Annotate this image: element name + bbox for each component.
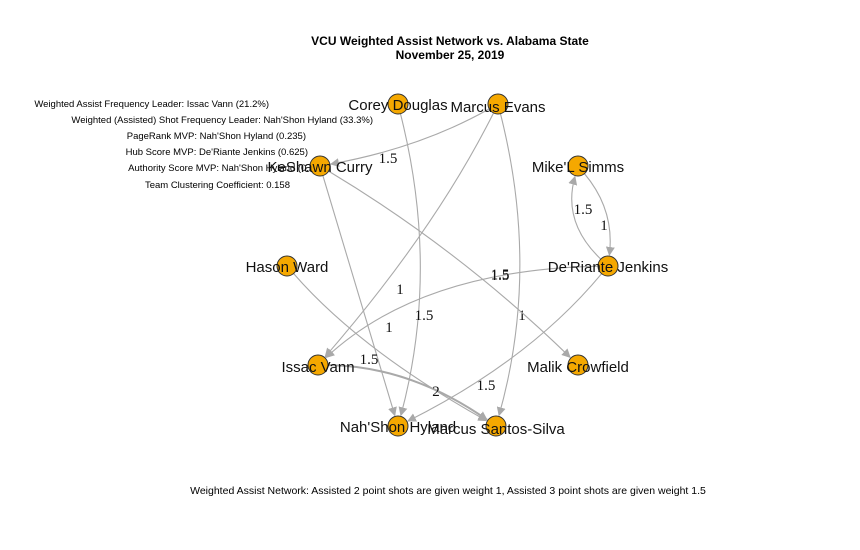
node-label-nahshon: Nah'Shon Hyland bbox=[340, 419, 456, 436]
edge-weight-label-corey-to-nahshon: 1.5 bbox=[415, 308, 434, 324]
stat-clustering-coefficient: Team Clustering Coefficient: 0.158 bbox=[145, 180, 290, 191]
node-label-corey: Corey Douglas bbox=[348, 97, 447, 114]
node-marcus_e[interactable] bbox=[487, 93, 509, 115]
node-malik[interactable] bbox=[567, 354, 589, 376]
node-label-issac: Issac Vann bbox=[281, 359, 354, 376]
edge-deriante-to-nahshon bbox=[407, 273, 603, 422]
edge-weight-label-marcus_e-to-marcus_ss: 1 bbox=[518, 308, 526, 324]
edge-weight-label-marcus_e-to-issac: 1 bbox=[396, 282, 404, 298]
edge-keshawn-to-malik bbox=[328, 170, 571, 358]
node-corey[interactable] bbox=[387, 93, 409, 115]
node-issac[interactable] bbox=[307, 354, 329, 376]
edge-weight-label-deriante-to-nahshon: 1.5 bbox=[477, 378, 496, 394]
edge-weight-label-deriante-to-issac: 1.5 bbox=[491, 267, 510, 283]
node-label-marcus_ss: Marcus Santos-Silva bbox=[427, 421, 565, 438]
weighting-caption: Weighted Assist Network: Assisted 2 poin… bbox=[190, 485, 706, 497]
nodes-layer: Corey Douglas Marcus Evans KeShawn Curry Mi… bbox=[246, 93, 668, 438]
node-label-hason: Hason Ward bbox=[246, 259, 329, 276]
node-marcus_ss[interactable] bbox=[485, 415, 507, 437]
node-nahshon[interactable] bbox=[387, 415, 409, 437]
stat-hub-score-mvp: Hub Score MVP: De'Riante Jenkins (0.625) bbox=[126, 147, 308, 158]
stats-panel: Weighted Assist Frequency Leader: Issac … bbox=[34, 99, 373, 191]
edge-hason-to-marcus_ss bbox=[293, 273, 488, 422]
edge-weight-label-hason-to-marcus_ss: 1.5 bbox=[360, 352, 379, 368]
node-mike[interactable] bbox=[567, 155, 589, 177]
edge-deriante-to-issac bbox=[325, 265, 599, 359]
edge-weight-label-marcus_e-to-keshawn: 1.5 bbox=[379, 151, 398, 167]
node-hason[interactable] bbox=[276, 255, 298, 277]
edge-marcus_e-to-issac bbox=[324, 112, 495, 358]
node-label-keshawn: KeShawn Curry bbox=[267, 159, 373, 176]
node-deriante[interactable] bbox=[597, 255, 619, 277]
stat-shot-frequency-leader: Weighted (Assisted) Shot Frequency Leade… bbox=[71, 115, 373, 126]
node-keshawn[interactable] bbox=[309, 155, 331, 177]
edge-weight-label-issac-to-marcus_ss: 2 bbox=[432, 384, 440, 400]
edge-deriante-to-mike bbox=[568, 175, 602, 260]
chart-title: VCU Weighted Assist Network vs. Alabama … bbox=[311, 34, 589, 48]
edge-weight-label-keshawn-to-nahshon: 1 bbox=[385, 320, 393, 336]
stat-assist-frequency-leader: Weighted Assist Frequency Leader: Issac … bbox=[34, 99, 269, 110]
node-label-deriante: De'Riante Jenkins bbox=[548, 259, 668, 276]
node-label-mike: Mike'L Simms bbox=[532, 159, 624, 176]
chart-subtitle: November 25, 2019 bbox=[396, 48, 505, 62]
edge-weight-label-deriante-to-mike: 1.5 bbox=[574, 202, 593, 218]
edge-mike-to-deriante bbox=[584, 173, 615, 256]
edge-marcus_e-to-keshawn bbox=[329, 108, 490, 168]
edge-weight-label-mike-to-deriante: 1 bbox=[600, 218, 608, 234]
node-label-malik: Malik Crowfield bbox=[527, 359, 629, 376]
stat-pagerank-mvp: PageRank MVP: Nah'Shon Hyland (0.235) bbox=[127, 131, 306, 142]
node-label-marcus_e: Marcus Evans bbox=[450, 99, 545, 116]
edge-issac-to-marcus_ss bbox=[327, 364, 488, 421]
stat-authority-score-mvp: Authority Score MVP: Nah'Shon Hyland (0.… bbox=[128, 163, 328, 174]
edge-corey-to-nahshon bbox=[398, 113, 421, 417]
edge-keshawn-to-nahshon bbox=[322, 175, 397, 417]
edge-marcus_e-to-marcus_ss bbox=[496, 113, 521, 417]
